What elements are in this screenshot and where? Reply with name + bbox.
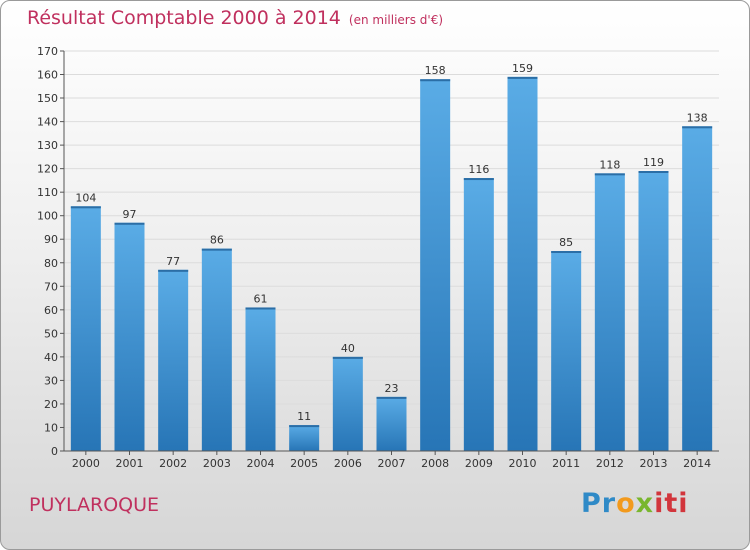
bar <box>594 173 625 451</box>
bar-value-label: 85 <box>559 236 573 249</box>
bar-top-edge <box>158 269 189 272</box>
x-tick-label: 2011 <box>552 457 580 470</box>
bar <box>245 307 276 451</box>
bar-top-edge <box>70 206 101 209</box>
bar-top-edge <box>682 126 713 129</box>
y-tick-label: 0 <box>51 445 58 458</box>
y-tick-label: 40 <box>44 351 58 364</box>
bar-value-label: 86 <box>210 234 224 247</box>
bar-top-edge <box>638 171 669 173</box>
bar <box>551 251 582 451</box>
bar-top-edge <box>289 425 320 428</box>
bar-value-label: 77 <box>166 255 180 268</box>
bar-top-edge <box>420 79 451 82</box>
bar <box>507 76 538 451</box>
y-tick-label: 30 <box>44 374 58 387</box>
y-tick-label: 140 <box>37 116 58 129</box>
bar-value-label: 116 <box>468 163 489 176</box>
bar-value-label: 104 <box>75 191 96 204</box>
bar-top-edge <box>376 396 407 399</box>
bar-value-label: 159 <box>512 62 533 75</box>
bar-top-edge <box>201 248 232 251</box>
bar <box>682 126 713 451</box>
chart-title-text: Résultat Comptable 2000 à 2014 <box>27 7 341 29</box>
y-tick-label: 80 <box>44 257 58 270</box>
x-tick-label: 2014 <box>683 457 711 470</box>
x-tick-label: 2007 <box>378 457 406 470</box>
bar-top-edge <box>551 251 582 253</box>
bar <box>70 206 101 451</box>
y-tick-label: 100 <box>37 210 58 223</box>
x-tick-label: 2013 <box>640 457 668 470</box>
logo-part-2: o <box>616 488 636 519</box>
chart-title: Résultat Comptable 2000 à 2014 (en millie… <box>27 7 443 29</box>
logo-part-4: iti <box>654 488 689 519</box>
bar-value-label: 158 <box>425 64 446 77</box>
x-tick-label: 2004 <box>247 457 275 470</box>
bar <box>289 425 320 451</box>
bars: 104 97 77 86 61 11 40 23 158 116 159 85 118 119 138 <box>70 62 713 451</box>
bar <box>376 396 407 451</box>
bar <box>201 248 232 451</box>
proxiti-logo: Proxiti <box>581 488 689 519</box>
x-tick-label: 2000 <box>72 457 100 470</box>
bar <box>158 269 189 451</box>
bar-value-label: 23 <box>385 382 399 395</box>
bar-top-edge <box>114 222 145 225</box>
y-tick-label: 160 <box>37 69 58 82</box>
x-tick-label: 2008 <box>421 457 449 470</box>
y-tick-label: 60 <box>44 304 58 317</box>
bar <box>420 79 451 451</box>
x-tick-label: 2005 <box>290 457 318 470</box>
bar <box>114 222 145 451</box>
x-tick-label: 2009 <box>465 457 493 470</box>
x-tick-label: 2002 <box>159 457 187 470</box>
y-tick-label: 120 <box>37 163 58 176</box>
y-tick-label: 50 <box>44 327 58 340</box>
y-tick-label: 170 <box>37 45 58 58</box>
y-tick-label: 90 <box>44 233 58 246</box>
bar-value-label: 11 <box>297 410 311 423</box>
y-tick-label: 20 <box>44 398 58 411</box>
chart-subtitle: (en milliers d'€) <box>348 13 444 27</box>
bar-value-label: 118 <box>599 158 620 171</box>
bar-value-label: 97 <box>123 208 137 221</box>
x-tick-label: 2012 <box>596 457 624 470</box>
logo-part-3: x <box>635 488 655 519</box>
bar-top-edge <box>507 76 538 79</box>
y-tick-label: 70 <box>44 280 58 293</box>
x-tick-label: 2010 <box>509 457 537 470</box>
bar-top-edge <box>245 307 276 310</box>
bar-value-label: 119 <box>643 156 664 169</box>
bar <box>463 178 494 451</box>
bar <box>332 356 363 451</box>
y-tick-label: 150 <box>37 92 58 105</box>
bar-top-edge <box>332 356 363 359</box>
bar-value-label: 138 <box>687 111 708 124</box>
y-tick-label: 10 <box>44 421 58 434</box>
bar-top-edge <box>463 178 494 181</box>
bar-value-label: 61 <box>254 292 268 305</box>
y-axis: 0 10 20 30 40 50 60 70 80 90 100 110 120 130 140 150 160… <box>37 45 65 458</box>
x-tick-label: 2006 <box>334 457 362 470</box>
y-tick-label: 130 <box>37 139 58 152</box>
bar-top-edge <box>594 173 625 176</box>
x-tick-label: 2001 <box>116 457 144 470</box>
y-tick-label: 110 <box>37 186 58 199</box>
x-tick-label: 2003 <box>203 457 231 470</box>
bar-value-label: 40 <box>341 342 355 355</box>
logo-part-1: Pr <box>581 488 617 519</box>
bar <box>638 171 669 451</box>
x-axis: 2000 2001 2002 2003 2004 2005 2006 2007 2008 2009… <box>64 450 719 470</box>
commune-name: PUYLAROQUE <box>29 494 160 516</box>
